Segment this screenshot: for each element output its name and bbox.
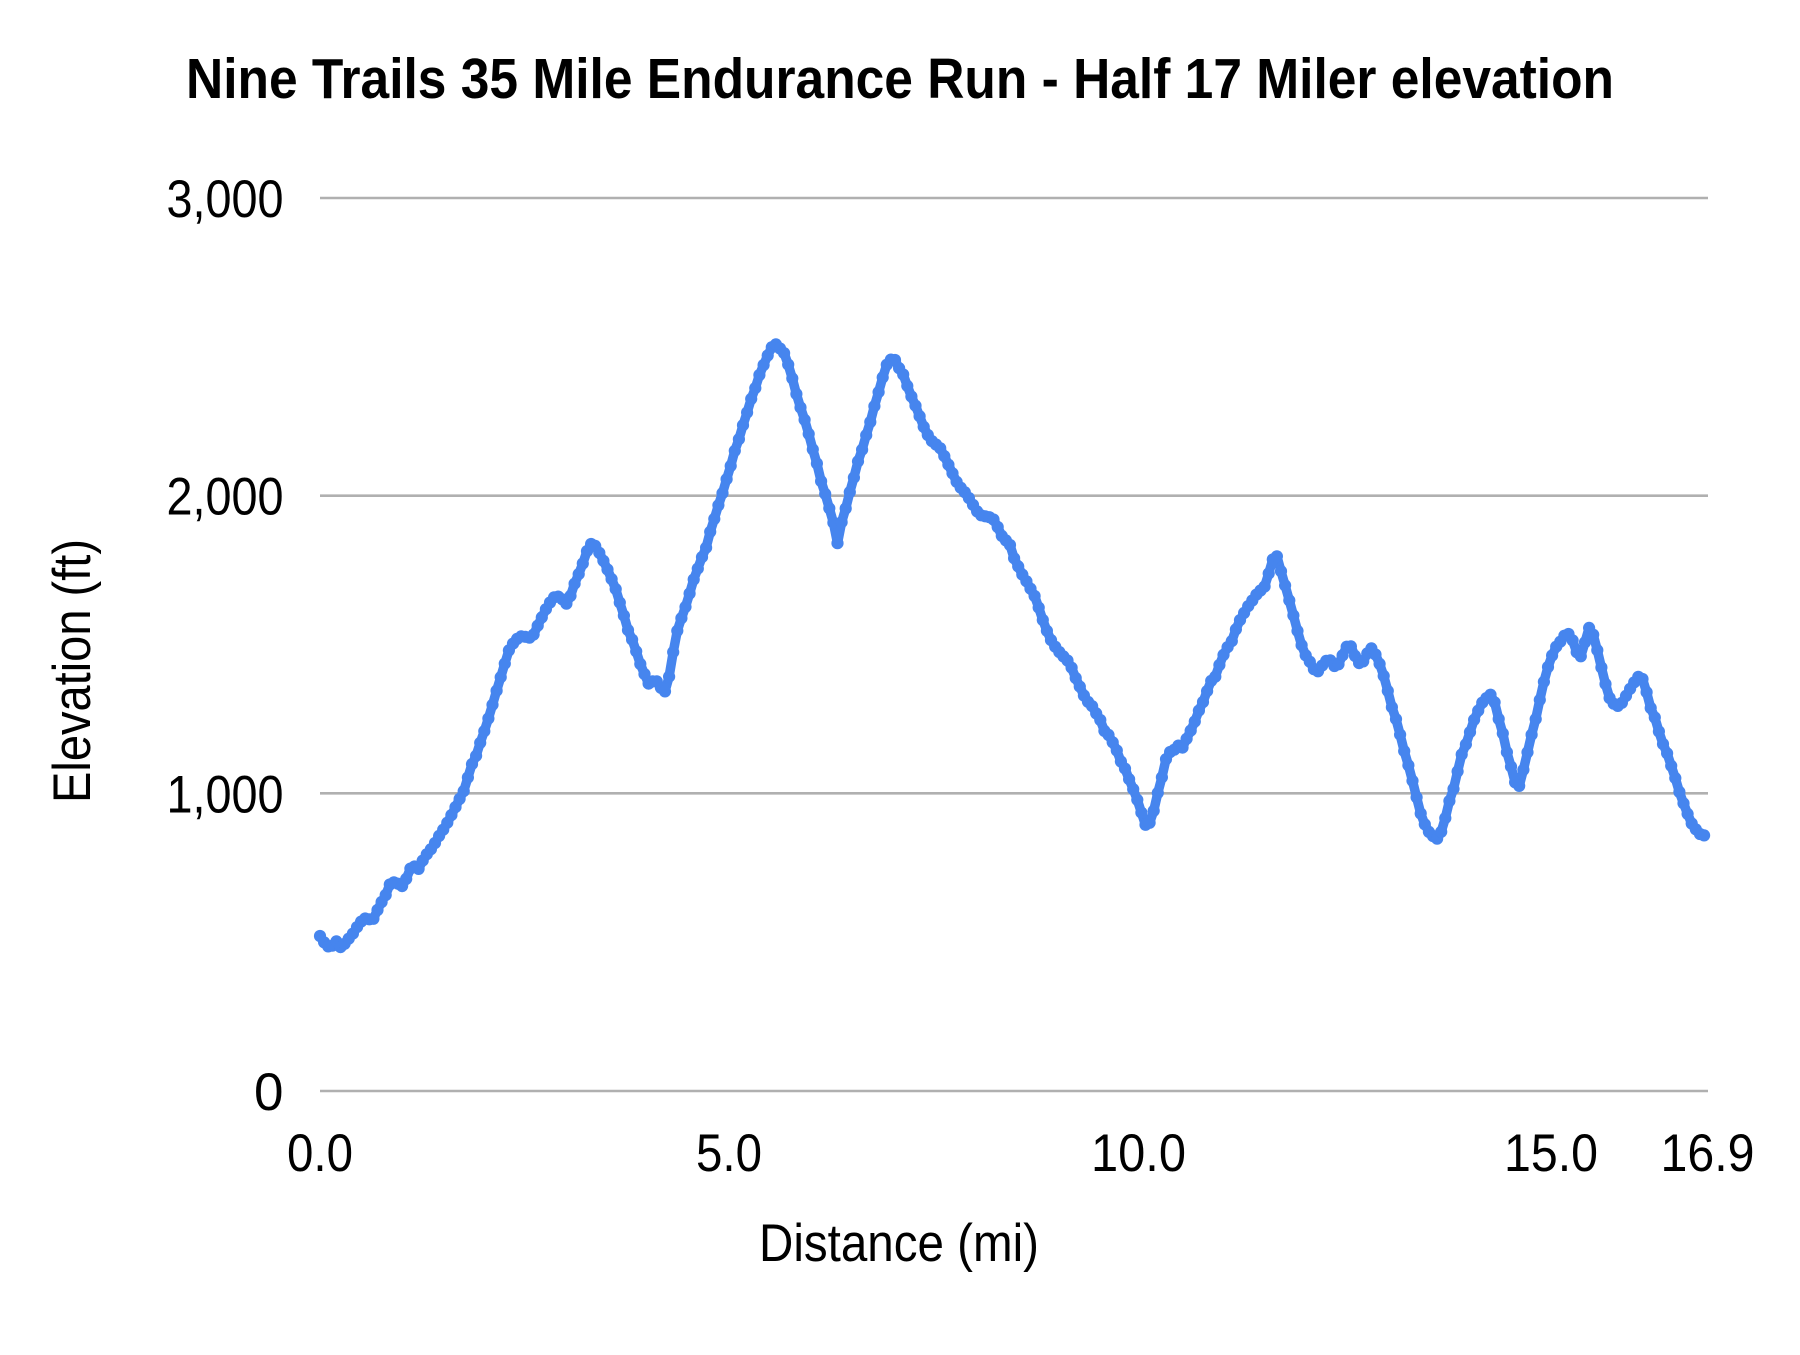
- svg-text:0.0: 0.0: [287, 1124, 353, 1183]
- svg-text:Nine Trails 35 Mile Endurance: Nine Trails 35 Mile Endurance Run - Half…: [186, 47, 1614, 111]
- svg-text:16.9: 16.9: [1661, 1124, 1755, 1183]
- svg-text:1,000: 1,000: [167, 765, 284, 824]
- svg-text:3,000: 3,000: [167, 170, 284, 229]
- svg-text:5.0: 5.0: [696, 1124, 762, 1183]
- svg-text:2,000: 2,000: [167, 468, 284, 527]
- svg-text:10.0: 10.0: [1091, 1124, 1186, 1183]
- svg-text:0: 0: [254, 1063, 283, 1122]
- svg-text:Distance (mi): Distance (mi): [759, 1214, 1039, 1273]
- svg-text:15.0: 15.0: [1504, 1124, 1598, 1183]
- svg-text:Elevation (ft): Elevation (ft): [43, 539, 102, 803]
